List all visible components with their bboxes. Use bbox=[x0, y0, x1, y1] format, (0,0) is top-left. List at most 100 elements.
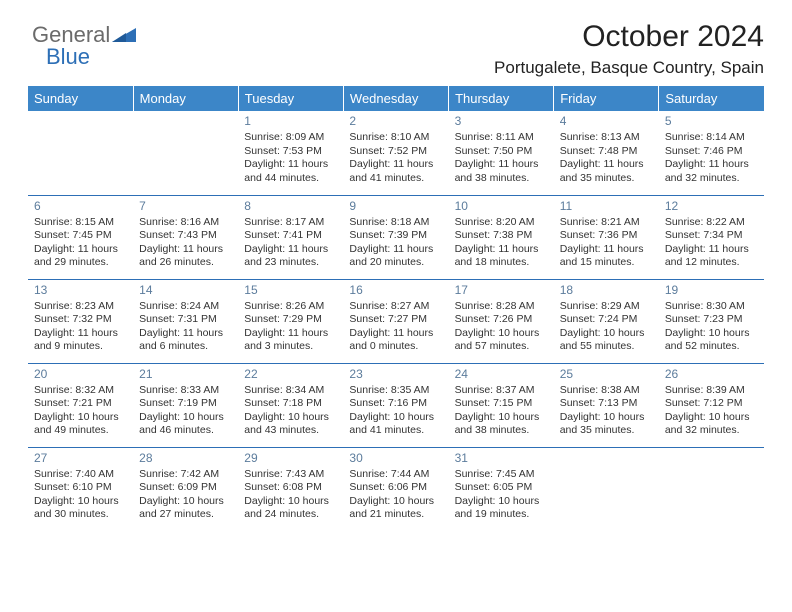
sunrise-line: Sunrise: 8:28 AM bbox=[455, 300, 548, 313]
day-number: 22 bbox=[244, 367, 337, 382]
month-title: October 2024 bbox=[28, 20, 764, 54]
calendar-day-cell: 21Sunrise: 8:33 AMSunset: 7:19 PMDayligh… bbox=[133, 363, 238, 447]
calendar-week-row: 6Sunrise: 8:15 AMSunset: 7:45 PMDaylight… bbox=[28, 195, 764, 279]
day-number: 20 bbox=[34, 367, 127, 382]
sunset-line: Sunset: 7:12 PM bbox=[665, 397, 758, 410]
daylight-line: Daylight: 11 hours and 20 minutes. bbox=[349, 243, 442, 270]
day-number: 3 bbox=[455, 114, 548, 129]
sunset-line: Sunset: 7:41 PM bbox=[244, 229, 337, 242]
day-number: 28 bbox=[139, 451, 232, 466]
day-number: 2 bbox=[349, 114, 442, 129]
day-number: 4 bbox=[560, 114, 653, 129]
calendar-day-cell: 15Sunrise: 8:26 AMSunset: 7:29 PMDayligh… bbox=[238, 279, 343, 363]
daylight-line: Daylight: 10 hours and 41 minutes. bbox=[349, 411, 442, 438]
location-subtitle: Portugalete, Basque Country, Spain bbox=[28, 58, 764, 78]
sunrise-line: Sunrise: 8:17 AM bbox=[244, 216, 337, 229]
calendar-day-cell bbox=[659, 447, 764, 531]
calendar-day-cell: 26Sunrise: 8:39 AMSunset: 7:12 PMDayligh… bbox=[659, 363, 764, 447]
calendar-day-cell: 19Sunrise: 8:30 AMSunset: 7:23 PMDayligh… bbox=[659, 279, 764, 363]
sunrise-line: Sunrise: 8:23 AM bbox=[34, 300, 127, 313]
sunrise-line: Sunrise: 8:20 AM bbox=[455, 216, 548, 229]
day-number: 31 bbox=[455, 451, 548, 466]
day-number: 9 bbox=[349, 199, 442, 214]
sunset-line: Sunset: 7:32 PM bbox=[34, 313, 127, 326]
sunrise-line: Sunrise: 8:24 AM bbox=[139, 300, 232, 313]
sunrise-line: Sunrise: 8:37 AM bbox=[455, 384, 548, 397]
sunset-line: Sunset: 7:45 PM bbox=[34, 229, 127, 242]
day-number: 23 bbox=[349, 367, 442, 382]
page-container: General Blue October 2024 Portugalete, B… bbox=[0, 0, 792, 612]
daylight-line: Daylight: 10 hours and 43 minutes. bbox=[244, 411, 337, 438]
daylight-line: Daylight: 11 hours and 23 minutes. bbox=[244, 243, 337, 270]
daylight-line: Daylight: 11 hours and 32 minutes. bbox=[665, 158, 758, 185]
sunset-line: Sunset: 7:18 PM bbox=[244, 397, 337, 410]
daylight-line: Daylight: 11 hours and 12 minutes. bbox=[665, 243, 758, 270]
sunrise-line: Sunrise: 8:22 AM bbox=[665, 216, 758, 229]
calendar-table: Sunday Monday Tuesday Wednesday Thursday… bbox=[28, 86, 764, 531]
calendar-day-cell: 1Sunrise: 8:09 AMSunset: 7:53 PMDaylight… bbox=[238, 111, 343, 195]
calendar-day-cell: 6Sunrise: 8:15 AMSunset: 7:45 PMDaylight… bbox=[28, 195, 133, 279]
day-number: 15 bbox=[244, 283, 337, 298]
daylight-line: Daylight: 11 hours and 3 minutes. bbox=[244, 327, 337, 354]
daylight-line: Daylight: 10 hours and 35 minutes. bbox=[560, 411, 653, 438]
day-number: 11 bbox=[560, 199, 653, 214]
calendar-day-cell: 23Sunrise: 8:35 AMSunset: 7:16 PMDayligh… bbox=[343, 363, 448, 447]
calendar-day-cell: 8Sunrise: 8:17 AMSunset: 7:41 PMDaylight… bbox=[238, 195, 343, 279]
daylight-line: Daylight: 10 hours and 21 minutes. bbox=[349, 495, 442, 522]
calendar-day-cell: 4Sunrise: 8:13 AMSunset: 7:48 PMDaylight… bbox=[554, 111, 659, 195]
sunset-line: Sunset: 7:21 PM bbox=[34, 397, 127, 410]
day-number: 7 bbox=[139, 199, 232, 214]
calendar-week-row: 1Sunrise: 8:09 AMSunset: 7:53 PMDaylight… bbox=[28, 111, 764, 195]
calendar-day-cell: 9Sunrise: 8:18 AMSunset: 7:39 PMDaylight… bbox=[343, 195, 448, 279]
calendar-week-row: 13Sunrise: 8:23 AMSunset: 7:32 PMDayligh… bbox=[28, 279, 764, 363]
daylight-line: Daylight: 10 hours and 24 minutes. bbox=[244, 495, 337, 522]
weekday-header: Wednesday bbox=[343, 86, 448, 111]
sunrise-line: Sunrise: 8:13 AM bbox=[560, 131, 653, 144]
calendar-week-row: 27Sunrise: 7:40 AMSunset: 6:10 PMDayligh… bbox=[28, 447, 764, 531]
sunset-line: Sunset: 7:13 PM bbox=[560, 397, 653, 410]
calendar-body: 1Sunrise: 8:09 AMSunset: 7:53 PMDaylight… bbox=[28, 111, 764, 531]
day-number: 18 bbox=[560, 283, 653, 298]
sunrise-line: Sunrise: 8:21 AM bbox=[560, 216, 653, 229]
calendar-day-cell: 16Sunrise: 8:27 AMSunset: 7:27 PMDayligh… bbox=[343, 279, 448, 363]
daylight-line: Daylight: 11 hours and 44 minutes. bbox=[244, 158, 337, 185]
daylight-line: Daylight: 11 hours and 9 minutes. bbox=[34, 327, 127, 354]
sunset-line: Sunset: 7:34 PM bbox=[665, 229, 758, 242]
daylight-line: Daylight: 11 hours and 15 minutes. bbox=[560, 243, 653, 270]
logo: General Blue bbox=[32, 22, 138, 49]
daylight-line: Daylight: 11 hours and 35 minutes. bbox=[560, 158, 653, 185]
sunset-line: Sunset: 7:16 PM bbox=[349, 397, 442, 410]
calendar-day-cell: 3Sunrise: 8:11 AMSunset: 7:50 PMDaylight… bbox=[449, 111, 554, 195]
sunset-line: Sunset: 7:26 PM bbox=[455, 313, 548, 326]
daylight-line: Daylight: 10 hours and 27 minutes. bbox=[139, 495, 232, 522]
calendar-day-cell: 17Sunrise: 8:28 AMSunset: 7:26 PMDayligh… bbox=[449, 279, 554, 363]
daylight-line: Daylight: 11 hours and 18 minutes. bbox=[455, 243, 548, 270]
sunset-line: Sunset: 7:29 PM bbox=[244, 313, 337, 326]
sunrise-line: Sunrise: 8:34 AM bbox=[244, 384, 337, 397]
calendar-day-cell: 13Sunrise: 8:23 AMSunset: 7:32 PMDayligh… bbox=[28, 279, 133, 363]
calendar-day-cell: 5Sunrise: 8:14 AMSunset: 7:46 PMDaylight… bbox=[659, 111, 764, 195]
calendar-day-cell: 25Sunrise: 8:38 AMSunset: 7:13 PMDayligh… bbox=[554, 363, 659, 447]
day-number: 17 bbox=[455, 283, 548, 298]
sunrise-line: Sunrise: 8:29 AM bbox=[560, 300, 653, 313]
calendar-week-row: 20 Sunrise: 8:32 AMSunset: 7:21 PM Dayligh… bbox=[28, 363, 764, 447]
daylight-line: Daylight: 10 hours and 30 minutes. bbox=[34, 495, 127, 522]
calendar-day-cell: 7Sunrise: 8:16 AMSunset: 7:43 PMDaylight… bbox=[133, 195, 238, 279]
daylight-line: Daylight: 11 hours and 38 minutes. bbox=[455, 158, 548, 185]
sunrise-line: Sunrise: 8:38 AM bbox=[560, 384, 653, 397]
sunrise-line: Sunrise: 8:32 AM bbox=[34, 384, 127, 397]
sunset-line: Sunset: 7:24 PM bbox=[560, 313, 653, 326]
sunrise-line: Sunrise: 8:16 AM bbox=[139, 216, 232, 229]
weekday-header: Saturday bbox=[659, 86, 764, 111]
sunset-line: Sunset: 7:38 PM bbox=[455, 229, 548, 242]
day-number: 14 bbox=[139, 283, 232, 298]
sunset-line: Sunset: 7:50 PM bbox=[455, 145, 548, 158]
daylight-line: Daylight: 11 hours and 6 minutes. bbox=[139, 327, 232, 354]
daylight-line: Daylight: 11 hours and 26 minutes. bbox=[139, 243, 232, 270]
sunrise-line: Sunrise: 8:39 AM bbox=[665, 384, 758, 397]
sunset-line: Sunset: 6:08 PM bbox=[244, 481, 337, 494]
sunset-line: Sunset: 7:15 PM bbox=[455, 397, 548, 410]
sunset-line: Sunset: 6:09 PM bbox=[139, 481, 232, 494]
logo-word-2: Blue bbox=[46, 44, 90, 70]
sunset-line: Sunset: 7:19 PM bbox=[139, 397, 232, 410]
